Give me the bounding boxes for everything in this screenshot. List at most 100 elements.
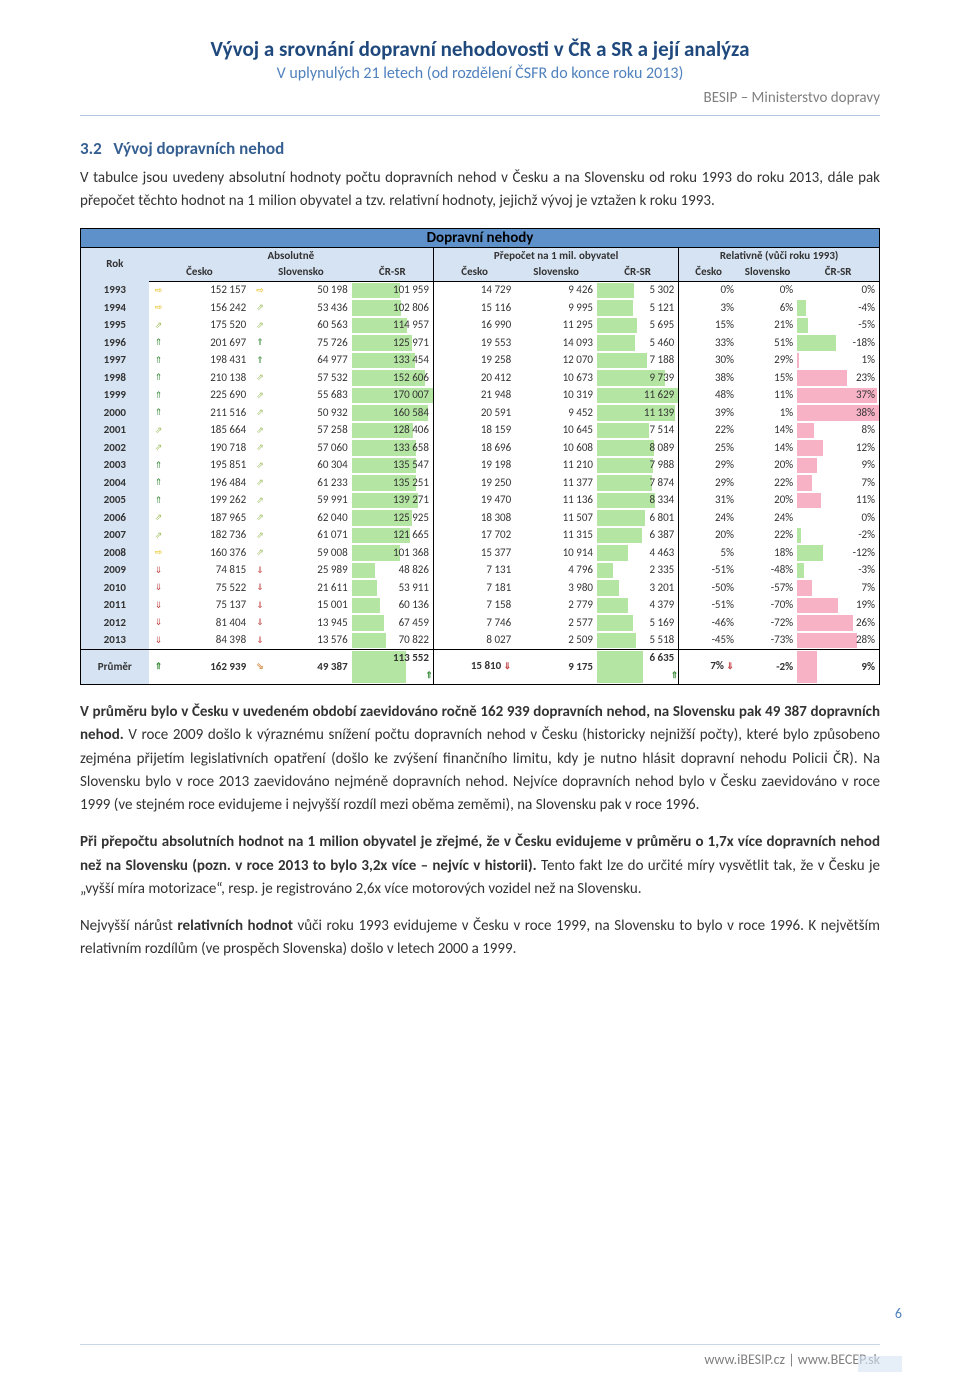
- cell-cz-rel: 3%: [679, 299, 738, 317]
- cell-diff-abs: 101 959: [352, 281, 434, 299]
- cell-diff-per: 2 335: [597, 562, 679, 580]
- cell-diff-abs: 113 552⇑: [352, 650, 434, 685]
- cell-cz-rel: 38%: [679, 369, 738, 387]
- cell-sk-per: 11 507: [515, 509, 597, 527]
- cell-year: 2001: [81, 422, 149, 440]
- cell-diff-per: 4 379: [597, 597, 679, 615]
- cell-arrow-sk: ⇗: [250, 387, 270, 405]
- paragraph-4: Nejvyšší nárůst relativních hodnot vůči …: [80, 915, 880, 962]
- trend-arrow-icon: ⇨: [155, 545, 163, 562]
- cell-year: 2007: [81, 527, 149, 545]
- cell-arrow-sk: ⇗: [250, 439, 270, 457]
- cell-year: Průměr: [81, 650, 149, 685]
- page: Vývoj a srovnání dopravní nehodovosti v …: [0, 0, 960, 1394]
- cell-diff-rel: 7%: [797, 474, 879, 492]
- paragraph-intro: V tabulce jsou uvedeny absolutní hodnoty…: [80, 167, 880, 214]
- table-row: 1999⇑225 690⇗55 683170 00721 94810 31911…: [81, 387, 879, 405]
- cell-diff-abs: 133 454: [352, 352, 434, 370]
- col-cesko-1: Česko: [149, 264, 251, 281]
- trend-arrow-icon: ⇗: [256, 370, 264, 387]
- cell-year: 2009: [81, 562, 149, 580]
- cell-cz-abs: 187 965: [168, 509, 250, 527]
- table-row: 2012⇓81 404⇓13 94567 4597 7462 5775 169-…: [81, 614, 879, 632]
- trend-arrow-icon: ⇓: [155, 563, 163, 580]
- cell-sk-rel: -57%: [738, 579, 797, 597]
- cell-sk-abs: 21 611: [270, 579, 352, 597]
- cell-sk-per: 9 426: [515, 281, 597, 299]
- trend-arrow-icon: ⇓: [504, 659, 512, 676]
- cell-arrow-cz: ⇗: [149, 509, 169, 527]
- cell-diff-abs: 170 007: [352, 387, 434, 405]
- cell-cz-per: 19 258: [433, 352, 515, 370]
- col-slovensko-2: Slovensko: [515, 264, 597, 281]
- cell-sk-per: 11 210: [515, 457, 597, 475]
- cell-cz-per: 17 702: [433, 527, 515, 545]
- cell-arrow-cz: ⇑: [149, 404, 169, 422]
- cell-cz-per: 7 181: [433, 579, 515, 597]
- cell-arrow-cz: ⇑: [149, 650, 169, 685]
- cell-sk-abs: 64 977: [270, 352, 352, 370]
- cell-cz-rel: -51%: [679, 597, 738, 615]
- cell-diff-abs: 67 459: [352, 614, 434, 632]
- cell-cz-per: 15 377: [433, 544, 515, 562]
- cell-sk-rel: 0%: [738, 281, 797, 299]
- table-row: 2011⇓75 137⇓15 00160 1367 1582 7794 379-…: [81, 597, 879, 615]
- trend-arrow-icon: ⇗: [155, 440, 163, 457]
- cell-year: 1996: [81, 334, 149, 352]
- cell-sk-abs: 57 532: [270, 369, 352, 387]
- table-row: 1995⇗175 520⇗60 563114 95716 99011 2955 …: [81, 317, 879, 335]
- cell-cz-abs: 182 736: [168, 527, 250, 545]
- cell-diff-abs: 102 806: [352, 299, 434, 317]
- cell-cz-rel: 22%: [679, 422, 738, 440]
- trend-arrow-icon: ⇓: [726, 659, 734, 676]
- cell-sk-rel: -72%: [738, 614, 797, 632]
- cell-diff-abs: 128 406: [352, 422, 434, 440]
- cell-cz-rel: 30%: [679, 352, 738, 370]
- cell-cz-abs: 185 664: [168, 422, 250, 440]
- cell-arrow-cz: ⇨: [149, 544, 169, 562]
- cell-sk-rel: 22%: [738, 527, 797, 545]
- cell-sk-per: 3 980: [515, 579, 597, 597]
- paragraph-4a: Nejvyšší nárůst: [80, 917, 177, 935]
- trend-arrow-icon: ⇗: [256, 475, 264, 492]
- cell-diff-per: 6 635⇑: [597, 650, 679, 685]
- cell-cz-abs: 210 138: [168, 369, 250, 387]
- cell-arrow-cz: ⇗: [149, 422, 169, 440]
- cell-diff-rel: -18%: [797, 334, 879, 352]
- cell-diff-per: 6 387: [597, 527, 679, 545]
- cell-cz-per: 19 553: [433, 334, 515, 352]
- trend-arrow-icon: ⇑: [155, 493, 163, 510]
- trend-arrow-icon: ⇓: [155, 615, 163, 632]
- cell-sk-rel: 6%: [738, 299, 797, 317]
- cell-diff-abs: 139 271: [352, 492, 434, 510]
- table-row: 2006⇗187 965⇗62 040125 92518 30811 5076 …: [81, 509, 879, 527]
- footer: www.iBESIP.cz | www.BECEP.sk: [80, 1344, 880, 1368]
- cell-diff-per: 7 514: [597, 422, 679, 440]
- cell-diff-rel: 38%: [797, 404, 879, 422]
- cell-cz-rel: 31%: [679, 492, 738, 510]
- table-row-average: Průměr⇑162 939⇘49 387113 552⇑15 810 ⇓9 1…: [81, 650, 879, 685]
- trend-arrow-icon: ⇗: [256, 300, 264, 317]
- cell-sk-abs: 57 060: [270, 439, 352, 457]
- cell-sk-per: 2 779: [515, 597, 597, 615]
- cell-sk-per: 9 995: [515, 299, 597, 317]
- table-row: 2009⇓74 815⇓25 98948 8267 1314 7962 335-…: [81, 562, 879, 580]
- trend-arrow-icon: ⇗: [256, 528, 264, 545]
- cell-sk-abs: 13 576: [270, 632, 352, 650]
- cell-arrow-sk: ⇑: [250, 352, 270, 370]
- cell-cz-per: 8 027: [433, 632, 515, 650]
- cell-diff-per: 9 739: [597, 369, 679, 387]
- trend-arrow-icon: ⇓: [256, 580, 264, 597]
- cell-diff-abs: 114 957: [352, 317, 434, 335]
- cell-diff-abs: 53 911: [352, 579, 434, 597]
- cell-cz-per: 19 198: [433, 457, 515, 475]
- paragraph-3: Při přepočtu absolutních hodnot na 1 mil…: [80, 831, 880, 901]
- cell-sk-rel: 20%: [738, 457, 797, 475]
- cell-year: 2012: [81, 614, 149, 632]
- cell-year: 1999: [81, 387, 149, 405]
- cell-sk-per: 10 608: [515, 439, 597, 457]
- cell-diff-rel: 0%: [797, 509, 879, 527]
- cell-cz-abs: 162 939: [168, 650, 250, 685]
- section-title: Vývoj dopravních nehod: [113, 138, 284, 159]
- cell-sk-abs: 25 989: [270, 562, 352, 580]
